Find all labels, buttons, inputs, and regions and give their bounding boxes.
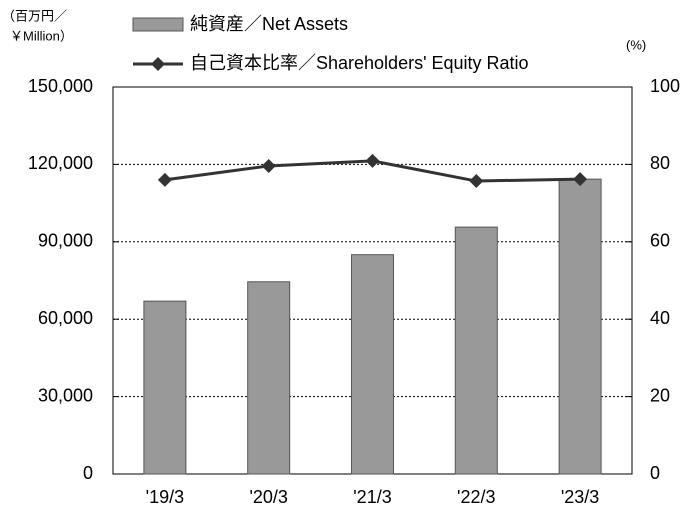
bar (143, 300, 187, 475)
y-axis-label: ￥Million） (10, 28, 73, 43)
x-tick-label: '22/3 (457, 487, 495, 507)
y-tick-label: 150,000 (28, 76, 93, 96)
bar (351, 254, 394, 475)
y2-tick-label: 20 (650, 385, 670, 405)
y-axis-label: （百万円／ (2, 8, 67, 23)
line-marker (261, 158, 276, 173)
y-tick-label: 60,000 (38, 308, 93, 328)
bar (454, 226, 498, 475)
x-tick-label: '21/3 (353, 487, 391, 507)
line-marker (157, 172, 172, 187)
x-tick-label: '20/3 (249, 487, 287, 507)
line-marker (573, 172, 588, 187)
y2-tick-label: 60 (650, 231, 670, 251)
legend-label: 純資産／Net Assets (190, 14, 348, 34)
y-tick-label: 90,000 (38, 231, 93, 251)
y-tick-label: 30,000 (38, 385, 93, 405)
legend-label: 自己資本比率／Shareholders' Equity Ratio (190, 53, 529, 73)
y-tick-label: 0 (83, 463, 93, 483)
legend-swatch (151, 57, 165, 71)
y2-tick-label: 100 (650, 76, 680, 96)
line-marker (365, 153, 380, 168)
y2-tick-label: 80 (650, 153, 670, 173)
bar (558, 178, 602, 475)
bar (247, 281, 291, 475)
y2-tick-label: 0 (650, 463, 660, 483)
x-tick-label: '19/3 (146, 487, 184, 507)
line-marker (469, 174, 484, 189)
y2-tick-label: 40 (650, 308, 670, 328)
x-tick-label: '23/3 (561, 487, 599, 507)
legend-swatch (132, 17, 184, 32)
y2-axis-label: (%) (626, 37, 646, 52)
y-tick-label: 120,000 (28, 153, 93, 173)
